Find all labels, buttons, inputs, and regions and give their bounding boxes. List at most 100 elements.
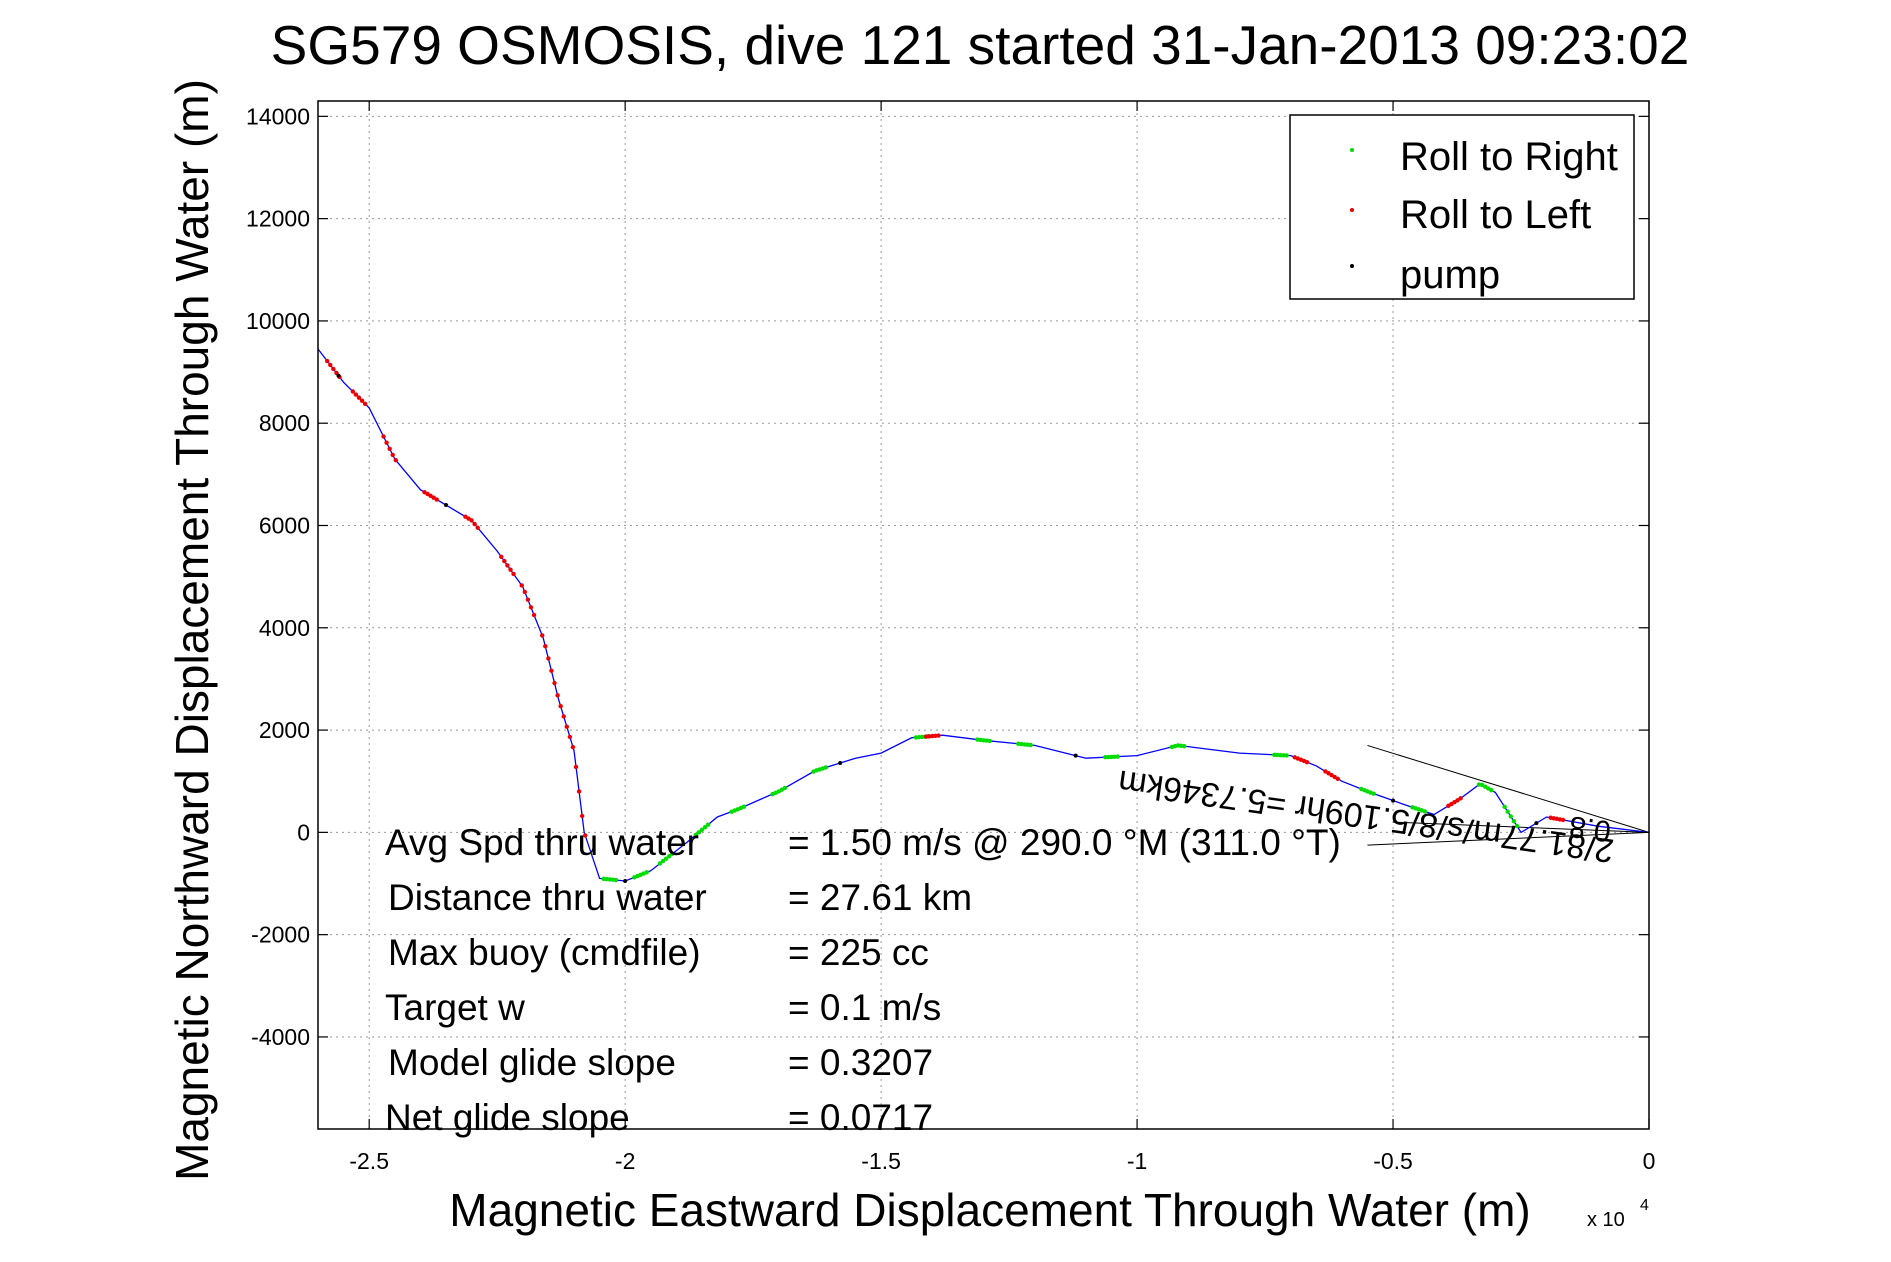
stat-value-net-glide: = 0.0717 [788,1097,933,1138]
roll-right-marker [1284,753,1289,758]
roll-left-marker [519,583,524,588]
x-tick-label: 0 [1643,1148,1656,1174]
roll-left-marker [362,401,368,406]
x-exponent-base: x 10 [1587,1209,1625,1231]
y-tick-label: 6000 [259,512,310,538]
roll-right-marker [670,851,675,857]
roll-right-marker [1422,809,1427,814]
roll-right-marker [644,870,649,875]
roll-left-marker [525,597,531,602]
roll-left-marker [469,518,474,523]
stat-value-target-w: = 0.1 m/s [788,987,941,1028]
pump-marker [623,878,628,883]
roll-left-marker [1304,759,1310,765]
pump-marker [1534,821,1539,826]
x-tick-label: -2 [615,1148,635,1174]
y-tick-label: 4000 [259,615,310,641]
x-axis-label: Magnetic Eastward Displacement Through W… [449,1184,1530,1236]
roll-left-marker [511,571,516,577]
roll-left-marker [359,398,365,403]
heading-wedge [1367,744,1650,846]
roll-right-marker [663,856,669,861]
roll-left-marker [328,362,333,368]
roll-right-marker [1514,823,1520,829]
roll-right-marker [1028,742,1033,748]
roll-left-marker [531,612,537,618]
legend-marker-roll-left [1350,208,1354,212]
roll-right-marker [1371,791,1376,796]
pump-marker [443,503,448,508]
roll-left-marker [508,567,513,572]
x-tick-label: -1 [1127,1148,1147,1174]
roll-left-marker [325,358,330,364]
roll-left-marker [570,744,576,750]
roll-right-marker [987,738,992,744]
stat-label-distance: Distance thru water [388,877,707,918]
roll-left-marker [356,395,362,400]
wedge-line [1367,744,1650,833]
roll-left-marker [381,434,386,439]
roll-left-marker [384,440,389,445]
stat-value-model-glide: = 0.3207 [788,1042,933,1083]
stat-label-avg-speed: Avg Spd thru water [385,822,699,863]
roll-right-marker [613,877,619,883]
roll-left-marker [555,693,560,698]
roll-right-marker [702,825,708,830]
roll-left-marker [499,554,504,559]
x-tick-label: -0.5 [1373,1148,1413,1174]
y-tick-label: 8000 [259,410,310,436]
roll-right-marker [696,830,702,835]
pump-marker [1391,798,1396,803]
stat-label-model-glide: Model glide slope [388,1042,676,1083]
y-tick-label: 12000 [246,206,310,232]
roll-left-marker [552,680,557,686]
roll-right-marker [657,861,663,866]
y-axis-label: Magnetic Northward Displacement Through … [166,79,218,1181]
roll-right-marker [1508,814,1513,819]
legend-box [1289,114,1635,300]
stat-value-distance: = 27.61 km [788,877,972,918]
roll-left-marker [936,733,941,738]
roll-left-marker [390,452,395,458]
pump-marker [1073,753,1078,758]
stat-label-max-buoy: Max buoy (cmdfile) [388,932,701,973]
roll-right-marker [1181,743,1187,749]
y-tick-label: 0 [297,819,310,845]
x-tick-label: -1.5 [861,1148,901,1174]
roll-left-marker [1335,776,1340,781]
roll-right-marker [699,827,705,833]
x-exponent-power: 4 [1640,1197,1649,1214]
roll-left-marker [583,833,588,838]
stat-label-net-glide: Net glide slope [385,1097,630,1138]
y-tick-label: 14000 [246,103,310,129]
roll-left-marker [522,589,528,595]
roll-left-marker [505,563,510,568]
marker-layer [325,358,1566,883]
plot-area-frame [317,100,1650,1130]
stat-label-target-w: Target w [385,987,525,1028]
roll-right-marker [741,804,747,809]
roll-left-marker [567,734,573,740]
roll-left-marker [564,724,569,729]
roll-left-marker [475,525,480,530]
roll-right-marker [660,858,666,864]
roll-left-marker [353,392,359,397]
roll-left-marker [387,446,392,451]
roll-left-marker [331,366,336,372]
roll-left-marker [576,789,582,794]
wedge-line-mid [1393,821,1650,833]
stats-block: Avg Spd thru water = 1.50 m/s @ 290.0 °M… [385,822,1341,1138]
roll-right-marker [693,832,698,838]
roll-right-marker [1505,809,1510,814]
roll-left-marker [561,714,566,719]
legend-label-roll-left: Roll to Left [1400,193,1591,237]
roll-right-marker [705,822,711,827]
y-tick-label: 2000 [259,717,310,743]
pump-marker [336,373,341,378]
roll-left-marker [393,458,399,463]
legend-label-roll-right: Roll to Right [1400,135,1618,179]
roll-left-marker [528,605,534,610]
legend-label-pump: pump [1400,253,1500,297]
legend: Roll to Right Roll to Left pump [1289,114,1635,300]
